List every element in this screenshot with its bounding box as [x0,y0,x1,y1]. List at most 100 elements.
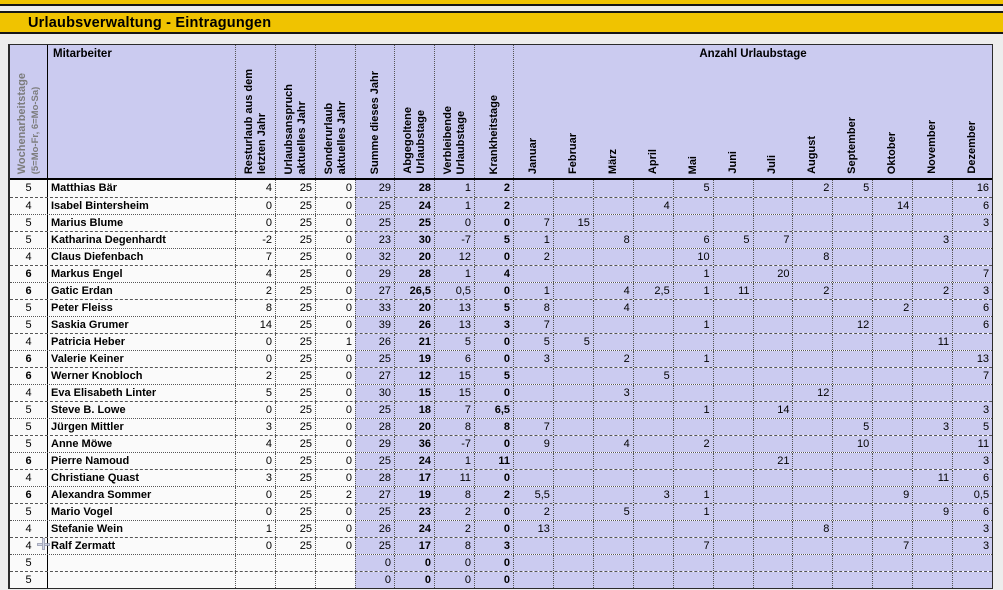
cell-resturlaub[interactable]: 0 [235,453,275,469]
cell-monat-september[interactable] [832,453,873,469]
cell-monat-november[interactable] [912,385,953,401]
cell-monat-april[interactable]: 3 [632,487,673,503]
cell-verbleibende[interactable]: 1 [434,453,474,469]
cell-monat-januar[interactable] [513,470,553,486]
cell-monat-juni[interactable] [712,180,753,197]
cell-monat-mai[interactable]: 1 [672,266,713,282]
cell-monat-august[interactable] [792,368,833,384]
cell-monat-oktober[interactable] [872,368,913,384]
cell-summe[interactable]: 27 [355,368,394,384]
cell-monat-august[interactable] [792,402,833,418]
cell-monat-mai[interactable] [672,385,713,401]
cell-monat-juli[interactable] [752,180,793,197]
cell-urlaubsanspruch[interactable]: 25 [275,470,315,486]
cell-krankheitstage[interactable]: 0 [474,504,513,520]
cell-monat-september[interactable] [832,300,873,316]
cell-monat-september[interactable] [832,470,873,486]
cell-sonderurlaub[interactable]: 2 [315,487,355,503]
cell-urlaubsanspruch[interactable]: 25 [275,385,315,401]
cell-monat-september[interactable]: 10 [832,436,873,452]
cell-mitarbeiter[interactable]: Matthias Bär [47,180,235,197]
cell-monat-juni[interactable] [712,538,753,554]
column-header-sonderurlaub[interactable]: Sonderurlaub aktuelles Jahr [315,45,355,178]
cell-sonderurlaub[interactable]: 1 [315,334,355,350]
cell-monat-märz[interactable] [592,368,633,384]
cell-monat-dezember[interactable] [952,334,993,350]
cell-monat-dezember[interactable]: 5 [952,419,993,435]
cell-monat-mai[interactable] [672,300,713,316]
cell-monat-oktober[interactable]: 7 [872,538,913,554]
cell-monat-september[interactable]: 12 [832,317,873,333]
cell-wochenarbeitstage[interactable]: 6 [10,351,47,367]
cell-monat-dezember[interactable]: 13 [952,351,993,367]
cell-mitarbeiter[interactable] [47,572,235,588]
cell-monat-juli[interactable] [752,368,793,384]
cell-monat-juni[interactable] [712,198,753,214]
cell-monat-februar[interactable] [552,266,593,282]
column-header-resturlaub[interactable]: Resturlaub aus dem letzten Jahr [235,45,275,178]
cell-mitarbeiter[interactable]: Isabel Bintersheim [47,198,235,214]
cell-verbleibende[interactable]: 11 [434,470,474,486]
cell-monat-märz[interactable] [592,215,633,231]
cell-monat-november[interactable] [912,249,953,265]
cell-monat-august[interactable] [792,317,833,333]
cell-krankheitstage[interactable]: 8 [474,419,513,435]
cell-sonderurlaub[interactable]: 0 [315,266,355,282]
cell-monat-oktober[interactable] [872,351,913,367]
cell-sonderurlaub[interactable]: 0 [315,385,355,401]
cell-resturlaub[interactable]: 7 [235,249,275,265]
cell-monat-oktober[interactable] [872,180,913,197]
cell-krankheitstage[interactable]: 0 [474,555,513,571]
cell-monat-oktober[interactable] [872,215,913,231]
cell-monat-august[interactable] [792,470,833,486]
cell-monat-juli[interactable] [752,538,793,554]
cell-abgegoltene[interactable]: 24 [394,521,434,537]
cell-mitarbeiter[interactable]: Saskia Grumer [47,317,235,333]
cell-monat-märz[interactable] [592,249,633,265]
cell-monat-märz[interactable] [592,470,633,486]
cell-summe[interactable]: 0 [355,555,394,571]
cell-monat-februar[interactable] [552,317,593,333]
cell-mitarbeiter[interactable]: Marius Blume [47,215,235,231]
cell-monat-juli[interactable]: 7 [752,232,793,248]
cell-monat-juni[interactable] [712,555,753,571]
cell-monat-september[interactable]: 5 [832,419,873,435]
cell-krankheitstage[interactable]: 3 [474,538,513,554]
cell-summe[interactable]: 30 [355,385,394,401]
cell-monat-dezember[interactable] [952,572,993,588]
cell-sonderurlaub[interactable]: 0 [315,436,355,452]
cell-monat-oktober[interactable] [872,249,913,265]
cell-monat-dezember[interactable] [952,555,993,571]
cell-urlaubsanspruch[interactable]: 25 [275,521,315,537]
cell-krankheitstage[interactable]: 5 [474,368,513,384]
cell-monat-juni[interactable] [712,504,753,520]
cell-monat-oktober[interactable] [872,317,913,333]
cell-monat-januar[interactable] [513,453,553,469]
cell-sonderurlaub[interactable]: 0 [315,470,355,486]
cell-monat-august[interactable]: 2 [792,283,833,299]
cell-monat-märz[interactable]: 2 [592,351,633,367]
cell-monat-februar[interactable] [552,521,593,537]
cell-krankheitstage[interactable]: 2 [474,198,513,214]
cell-abgegoltene[interactable]: 28 [394,266,434,282]
cell-monat-april[interactable]: 4 [632,198,673,214]
cell-monat-september[interactable] [832,538,873,554]
cell-monat-juli[interactable] [752,419,793,435]
cell-monat-februar[interactable] [552,470,593,486]
cell-sonderurlaub[interactable]: 0 [315,283,355,299]
cell-monat-mai[interactable] [672,368,713,384]
cell-mitarbeiter[interactable]: Patricia Heber [47,334,235,350]
cell-sonderurlaub[interactable]: 0 [315,538,355,554]
cell-resturlaub[interactable]: 4 [235,266,275,282]
cell-wochenarbeitstage[interactable]: 6 [10,266,47,282]
cell-monat-oktober[interactable] [872,283,913,299]
cell-monat-februar[interactable] [552,538,593,554]
cell-monat-november[interactable]: 3 [912,419,953,435]
cell-wochenarbeitstage[interactable]: 4 [10,470,47,486]
cell-monat-dezember[interactable]: 7 [952,266,993,282]
cell-monat-juni[interactable]: 5 [712,232,753,248]
cell-monat-juni[interactable] [712,385,753,401]
cell-abgegoltene[interactable]: 36 [394,436,434,452]
cell-monat-februar[interactable] [552,402,593,418]
cell-monat-februar[interactable] [552,419,593,435]
